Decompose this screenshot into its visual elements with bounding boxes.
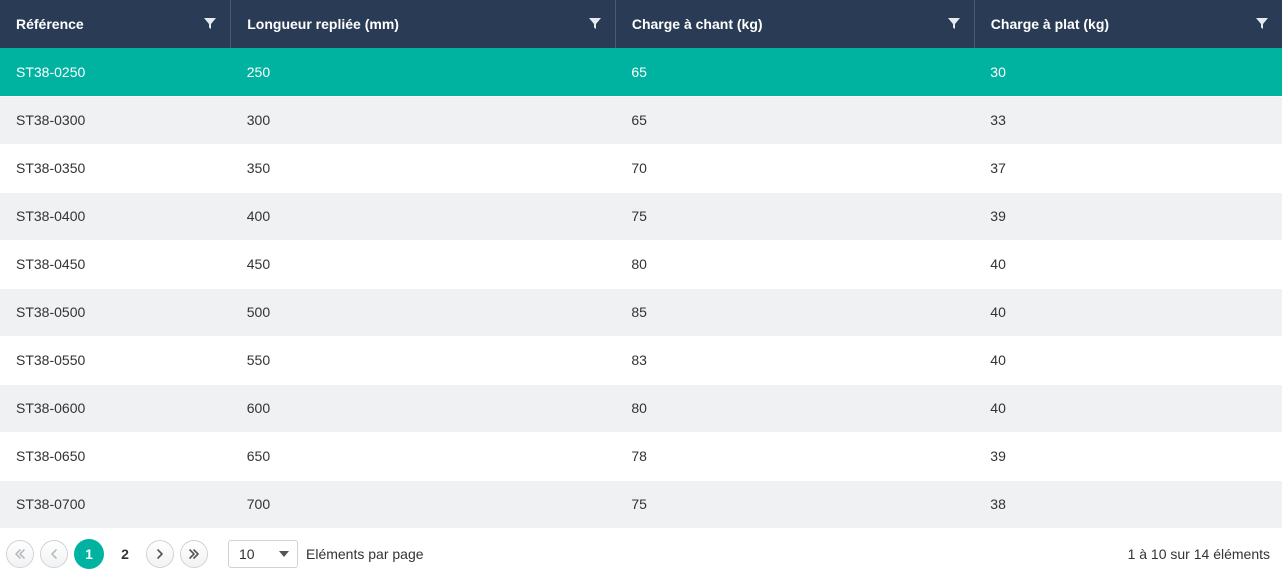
page-size-value: 10 [239,546,255,562]
table-cell: 40 [974,288,1282,336]
table-cell: ST38-0250 [0,48,231,96]
column-header[interactable]: Référence [0,0,231,48]
table-cell: 30 [974,48,1282,96]
table-cell: 39 [974,432,1282,480]
filter-icon[interactable] [948,18,960,30]
table-cell: 65 [615,96,974,144]
data-table: Référence Longueur repliée (mm) Charge à c… [0,0,1282,529]
column-header[interactable]: Charge à chant (kg) [615,0,974,48]
table-row[interactable]: ST38-02502506530 [0,48,1282,96]
pager-next-button[interactable] [146,540,174,568]
table-row[interactable]: ST38-06506507839 [0,432,1282,480]
table-row[interactable]: ST38-06006008040 [0,384,1282,432]
table-cell: 38 [974,480,1282,528]
table-cell: ST38-0600 [0,384,231,432]
column-header-label: Charge à plat (kg) [991,16,1109,32]
table-row[interactable]: ST38-07007007538 [0,480,1282,528]
table-row[interactable]: ST38-03503507037 [0,144,1282,192]
table-cell: 250 [231,48,616,96]
table-cell: ST38-0650 [0,432,231,480]
table-cell: 550 [231,336,616,384]
table-cell: 450 [231,240,616,288]
table-cell: 600 [231,384,616,432]
table-cell: 650 [231,432,616,480]
table-cell: ST38-0450 [0,240,231,288]
table-cell: ST38-0350 [0,144,231,192]
pager-last-button[interactable] [180,540,208,568]
table-cell: ST38-0400 [0,192,231,240]
page-size-group: 10 Eléments par page [228,540,424,568]
table-cell: 85 [615,288,974,336]
table-cell: 75 [615,192,974,240]
filter-icon[interactable] [204,18,216,30]
table-cell: ST38-0700 [0,480,231,528]
table-cell: 65 [615,48,974,96]
table-row[interactable]: ST38-05005008540 [0,288,1282,336]
table-cell: ST38-0300 [0,96,231,144]
table-cell: 37 [974,144,1282,192]
table-header-row: Référence Longueur repliée (mm) Charge à c… [0,0,1282,48]
data-table-container: Référence Longueur repliée (mm) Charge à c… [0,0,1282,579]
column-header-label: Charge à chant (kg) [632,16,763,32]
table-cell: 500 [231,288,616,336]
table-cell: 80 [615,240,974,288]
table-cell: ST38-0500 [0,288,231,336]
table-cell: 300 [231,96,616,144]
column-header-label: Référence [16,16,84,32]
table-cell: 400 [231,192,616,240]
filter-icon[interactable] [589,18,601,30]
table-cell: 78 [615,432,974,480]
table-row[interactable]: ST38-04504508040 [0,240,1282,288]
chevron-double-left-icon [14,548,26,560]
table-cell: 70 [615,144,974,192]
column-header-label: Longueur repliée (mm) [247,16,399,32]
table-cell: 75 [615,480,974,528]
column-header[interactable]: Charge à plat (kg) [974,0,1282,48]
table-cell: 39 [974,192,1282,240]
chevron-right-icon [155,548,165,560]
table-cell: 40 [974,384,1282,432]
chevron-double-right-icon [188,548,200,560]
pager-range-text: 1 à 10 sur 14 éléments [1128,546,1270,562]
pager-page-button[interactable]: 2 [110,539,140,569]
table-row[interactable]: ST38-05505508340 [0,336,1282,384]
table-footer: 12 10 Eléments par page 1 à 10 sur 14 él… [0,529,1282,579]
table-row[interactable]: ST38-04004007539 [0,192,1282,240]
table-cell: 80 [615,384,974,432]
pager-controls: 12 10 Eléments par page [6,539,424,569]
table-row[interactable]: ST38-03003006533 [0,96,1282,144]
pager-page-button[interactable]: 1 [74,539,104,569]
table-cell: 40 [974,240,1282,288]
column-header[interactable]: Longueur repliée (mm) [231,0,616,48]
pager-first-button[interactable] [6,540,34,568]
page-size-select[interactable]: 10 [228,540,298,568]
table-cell: 700 [231,480,616,528]
table-cell: ST38-0550 [0,336,231,384]
table-cell: 83 [615,336,974,384]
chevron-left-icon [49,548,59,560]
pager-prev-button[interactable] [40,540,68,568]
table-body: ST38-02502506530ST38-03003006533ST38-035… [0,48,1282,528]
table-cell: 40 [974,336,1282,384]
page-size-label: Eléments par page [306,546,424,562]
caret-down-icon [279,551,289,557]
filter-icon[interactable] [1256,18,1268,30]
table-cell: 350 [231,144,616,192]
table-cell: 33 [974,96,1282,144]
